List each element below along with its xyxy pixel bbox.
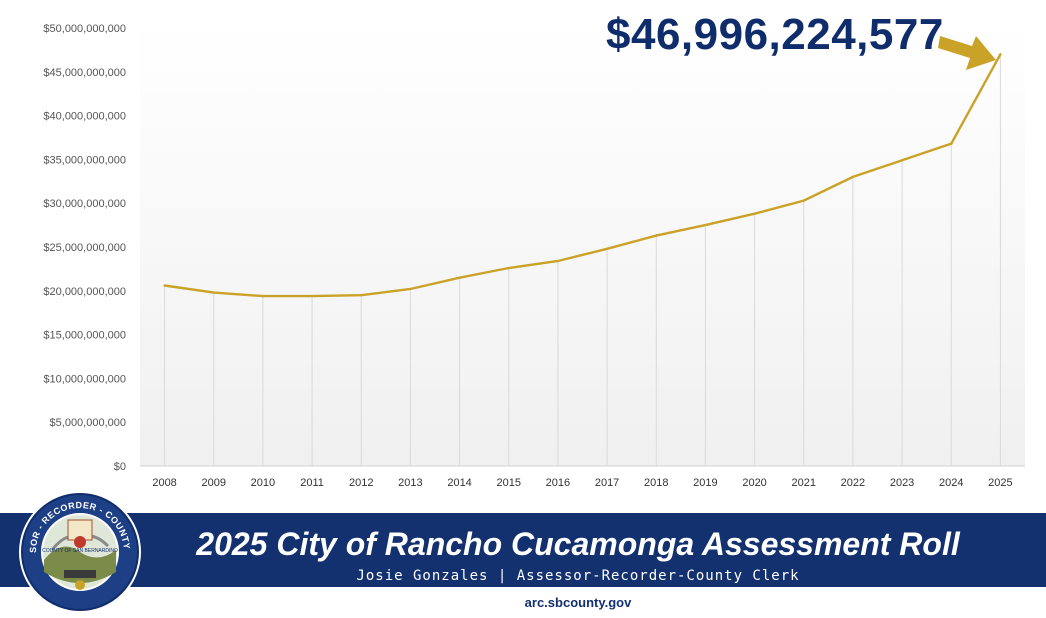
data-point (163, 284, 166, 287)
data-point (212, 291, 215, 294)
data-point (310, 294, 314, 298)
y-tick-label: $35,000,000,000 (43, 154, 126, 166)
data-point (655, 234, 658, 237)
y-tick-label: $20,000,000,000 (43, 286, 126, 298)
x-tick-label: 2022 (841, 477, 865, 489)
data-point (950, 142, 953, 145)
x-tick-label: 2023 (890, 477, 914, 489)
data-point (458, 276, 461, 279)
callout-arrow-icon (938, 36, 996, 70)
gridlines (140, 54, 1025, 467)
y-tick-label: $10,000,000,000 (43, 373, 126, 385)
x-tick-label: 2020 (742, 477, 766, 489)
footer-banner (0, 513, 1046, 587)
y-tick-label: $0 (114, 461, 126, 473)
x-tick-label: 2015 (497, 477, 521, 489)
data-point (753, 212, 756, 215)
x-tick-label: 2008 (152, 477, 176, 489)
total-value-callout: $46,996,224,577 (606, 10, 944, 59)
data-point (261, 294, 265, 298)
x-tick-label: 2017 (595, 477, 619, 489)
x-tick-label: 2012 (349, 477, 373, 489)
x-tick-label: 2009 (202, 477, 226, 489)
line-chart: $0 $5,000,000,000 $10,000,000,000 $15,000,0… (43, 20, 1025, 489)
county-seal-logo: ASSESSOR - RECORDER - COUNTY CLERK COUNT… (18, 490, 141, 613)
x-axis: 2008 2009 2010 2011 2012 2013 2014 2015 2016 2017… (152, 477, 1012, 489)
data-point (360, 293, 363, 297)
y-tick-label: $40,000,000,000 (43, 111, 126, 123)
data-points (163, 53, 1002, 298)
y-tick-label: $5,000,000,000 (50, 417, 126, 429)
data-point (704, 223, 707, 227)
seal-center-text: COUNTY OF SAN BERNARDINO (42, 548, 118, 554)
banner-title: 2025 City of Rancho Cucamonga Assessment… (196, 526, 960, 562)
x-tick-label: 2011 (300, 477, 324, 489)
x-tick-label: 2018 (644, 477, 668, 489)
series-line (164, 53, 1002, 298)
data-point (605, 247, 609, 250)
banner-subtitle: Josie Gonzales | Assessor-Recorder-Count… (356, 568, 800, 584)
y-tick-label: $45,000,000,000 (43, 67, 126, 79)
y-tick-label: $15,000,000,000 (43, 330, 126, 342)
x-tick-label: 2025 (988, 477, 1012, 489)
data-point (851, 175, 855, 179)
x-tick-label: 2021 (792, 477, 816, 489)
data-point (507, 266, 510, 270)
y-tick-label: $50,000,000,000 (43, 23, 126, 35)
x-tick-label: 2016 (546, 477, 570, 489)
x-tick-label: 2024 (939, 477, 963, 489)
data-point (556, 259, 560, 263)
website-link[interactable]: arc.sbcounty.gov (524, 595, 632, 610)
x-tick-label: 2013 (398, 477, 422, 489)
data-point (900, 159, 904, 162)
data-point (999, 53, 1002, 56)
plot-area (140, 20, 1025, 466)
data-point (409, 287, 412, 291)
x-tick-label: 2010 (251, 477, 275, 489)
x-tick-label: 2019 (693, 477, 717, 489)
x-tick-label: 2014 (447, 477, 471, 489)
y-tick-label: $25,000,000,000 (43, 242, 126, 254)
y-axis: $0 $5,000,000,000 $10,000,000,000 $15,000,0… (43, 23, 126, 473)
data-point (802, 199, 805, 202)
y-tick-label: $30,000,000,000 (43, 198, 126, 210)
